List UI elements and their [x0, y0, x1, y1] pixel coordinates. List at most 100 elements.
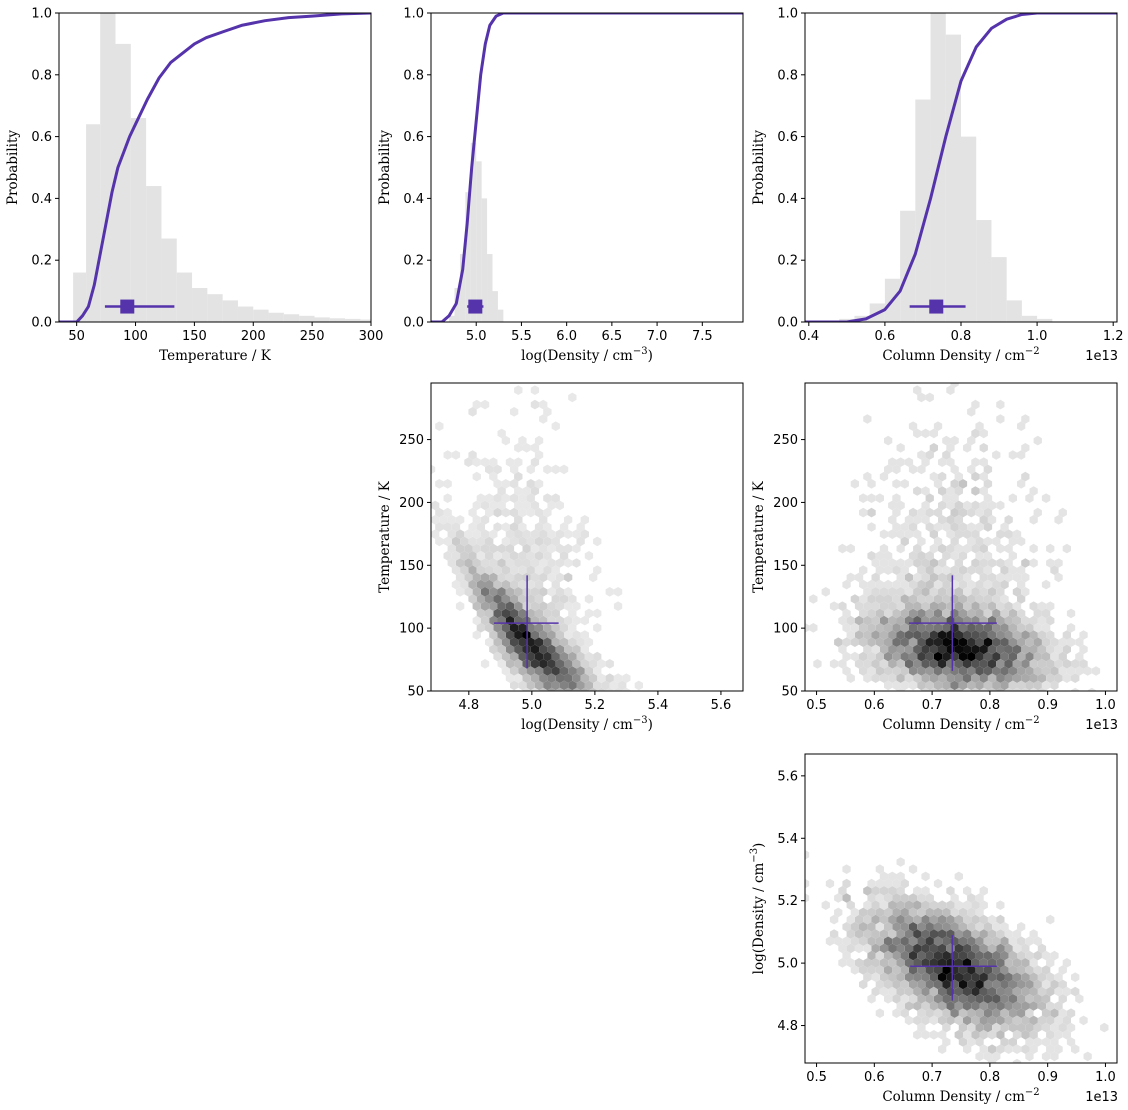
- hexbin-cell: [1017, 1022, 1026, 1033]
- plot-area: [431, 385, 643, 691]
- hexbin-cell: [900, 565, 909, 575]
- hexbin-cell: [510, 637, 519, 647]
- hexbin-cell: [510, 666, 519, 676]
- hexbin-cell: [854, 601, 864, 611]
- hexbin-cell: [1017, 450, 1026, 460]
- hexbin-cell: [613, 687, 623, 691]
- hexbin-cell: [929, 929, 938, 939]
- x-tick-label: 0.8: [980, 698, 1001, 713]
- hexbin-cell: [888, 587, 897, 597]
- hexbin-cell: [1008, 950, 1017, 961]
- hexbin-cell: [958, 922, 968, 932]
- hexbin-cell: [547, 529, 556, 539]
- hexbin-cell: [967, 1037, 976, 1047]
- hexbin-cell: [572, 644, 581, 655]
- hexbin-cell: [1021, 414, 1030, 424]
- hexbin-cell: [971, 1001, 980, 1011]
- hexbin-cell: [1058, 965, 1067, 975]
- hexbin-cell: [958, 907, 968, 918]
- hexbin-cell: [938, 943, 947, 954]
- hexbin-cell: [809, 594, 818, 604]
- hexbin-cell: [1009, 1066, 1017, 1076]
- hexbin-cell: [1025, 623, 1034, 633]
- hexbin-cell: [933, 950, 943, 961]
- hexbin-cell: [987, 558, 997, 568]
- histogram-bar: [268, 312, 284, 322]
- hexbin-cell: [510, 536, 519, 547]
- hexbin-cell: [551, 421, 560, 431]
- hexbin-cell: [455, 543, 465, 554]
- hexbin-cell: [879, 886, 889, 896]
- hexbin-cell: [867, 493, 876, 503]
- hexbin-cell: [917, 594, 926, 604]
- hexbin-cell: [1046, 558, 1055, 568]
- hexbin-cell: [942, 950, 951, 961]
- hexbin-cell: [580, 687, 589, 691]
- hexbin-cell: [543, 536, 552, 547]
- hexbin-cell: [1066, 637, 1076, 647]
- histogram-bar: [465, 192, 471, 322]
- histogram-bar: [470, 142, 477, 322]
- hexbin-cell: [867, 922, 876, 932]
- axis-offset-label: 1e13: [1085, 349, 1118, 364]
- hexbin-cell: [900, 666, 909, 676]
- hexbin-cell: [485, 565, 494, 575]
- hexbin-cell: [929, 572, 938, 583]
- hexbin-cell: [863, 886, 872, 896]
- hexbin-cell: [979, 443, 988, 453]
- hexbin-cell: [929, 529, 938, 539]
- hexbin-cell: [913, 515, 922, 525]
- x-axis-label: Temperature / K: [159, 348, 272, 364]
- x-tick-label: 150: [182, 329, 207, 344]
- hexbin-cell: [904, 457, 914, 467]
- hexbin-cell: [597, 673, 606, 683]
- hexbin-cell: [971, 1015, 980, 1026]
- hexbin-cell: [584, 680, 594, 691]
- hexbin-cell: [522, 443, 531, 453]
- hexbin-cell: [967, 651, 976, 662]
- x-tick-label: 250: [300, 329, 325, 344]
- hexbin-cell: [979, 630, 988, 640]
- hexbin-cell: [559, 623, 569, 633]
- hexbin-cell: [875, 864, 884, 874]
- hexbin-cell: [526, 608, 535, 619]
- hexbin-cell: [942, 579, 951, 590]
- hexbin-cell: [1041, 979, 1051, 990]
- hexbin-cell: [1025, 493, 1034, 503]
- hexbin-cell: [555, 687, 564, 691]
- hexbin-cell: [996, 1044, 1005, 1054]
- hexbin-cell: [1062, 673, 1071, 683]
- hexbin-cell: [987, 659, 997, 669]
- hexbin-cell: [468, 407, 477, 417]
- hexbin-cell: [996, 601, 1005, 611]
- plot-area: [805, 13, 1117, 322]
- hexbin-cell: [1066, 623, 1076, 633]
- hexbin-cell: [921, 428, 930, 439]
- hexbin-cell: [896, 958, 905, 968]
- hexbin-cell: [896, 558, 905, 568]
- hexbin-cell: [942, 1037, 951, 1047]
- hexbin-cell: [829, 601, 839, 611]
- hexbin-cell: [921, 572, 930, 583]
- histogram-bar: [945, 34, 961, 322]
- hexbin-cell: [859, 507, 868, 518]
- hexbin-cell: [933, 994, 943, 1004]
- hexbin-cell: [1029, 929, 1038, 939]
- hexbin-cell: [605, 587, 614, 597]
- hexbin-cell: [954, 515, 963, 525]
- hexbin-cell: [568, 594, 577, 604]
- hexbin-cell: [967, 464, 976, 475]
- hexbin-cell: [963, 630, 972, 640]
- hexbin-cell: [555, 500, 564, 511]
- hexbin-cell: [1037, 1015, 1047, 1026]
- hexbin-cell: [1050, 651, 1059, 662]
- hexbin-cell: [522, 673, 531, 683]
- hexbin-cell: [996, 900, 1005, 910]
- hexbin-cell: [1050, 565, 1059, 575]
- hexbin-cell: [875, 1008, 884, 1018]
- hexbin-cell: [975, 579, 984, 590]
- hexbin-cell: [518, 579, 527, 590]
- x-axis-label: Column Density / cm−2: [882, 715, 1039, 733]
- hexbin-cell: [987, 687, 997, 691]
- hexbin-cell: [580, 673, 589, 683]
